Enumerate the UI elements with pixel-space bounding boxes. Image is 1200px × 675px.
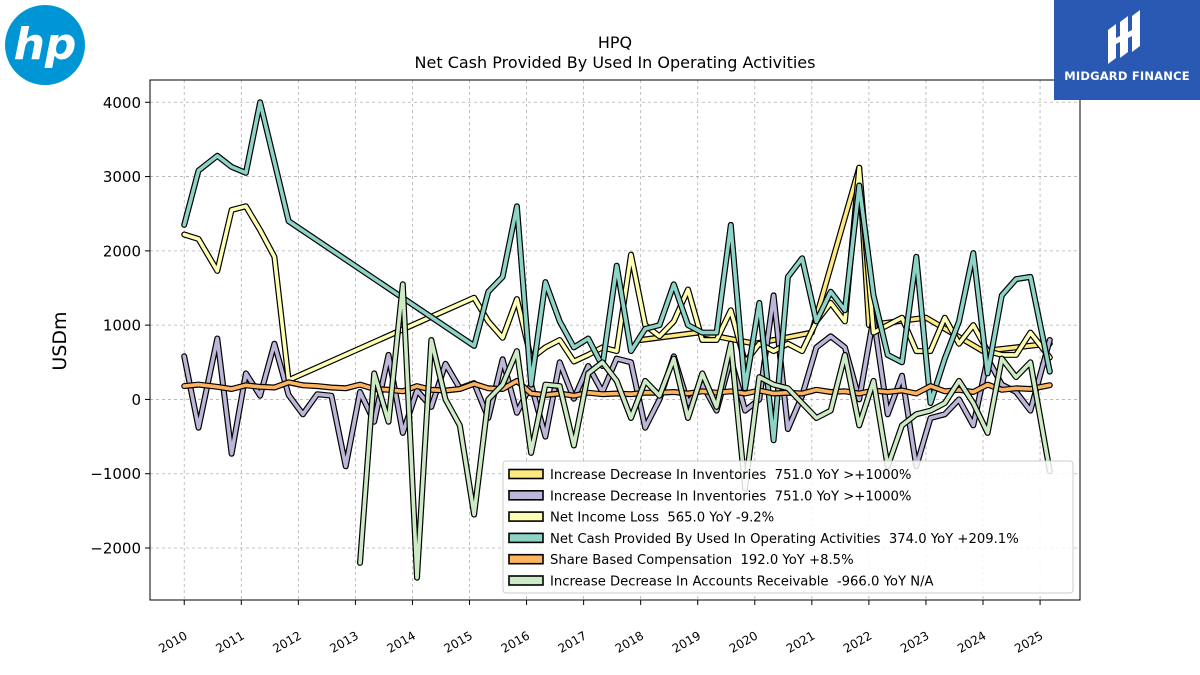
series-line-5 (358, 282, 1052, 580)
chart-subtitle: Net Cash Provided By Used In Operating A… (415, 53, 816, 72)
hp-logo-text: hp (14, 19, 77, 70)
series-line-4 (182, 379, 1052, 398)
legend-swatch-3 (508, 532, 544, 544)
y-tick-label: −1000 (90, 465, 141, 483)
y-tick-label: −2000 (90, 540, 141, 558)
x-tick-label: 2017 (556, 628, 589, 655)
legend-swatch-1 (508, 489, 544, 501)
x-tick-label: 2010 (156, 628, 189, 655)
chart-title: HPQ (598, 33, 632, 52)
y-tick-label: 1000 (103, 317, 141, 335)
x-tick-label: 2011 (213, 628, 246, 655)
legend-label-3: Net Cash Provided By Used In Operating A… (550, 532, 1019, 547)
x-tick-label: 2014 (384, 628, 417, 655)
y-tick-label: 3000 (103, 168, 141, 186)
legend-box (502, 460, 1074, 594)
series-line-1 (182, 293, 1052, 469)
y-tick-label: 4000 (103, 94, 141, 112)
x-tick-label: 2024 (955, 628, 988, 655)
legend-label-5: Increase Decrease In Accounts Receivable… (550, 575, 934, 590)
x-tick-label: 2012 (270, 628, 303, 655)
x-tick-label: 2021 (784, 628, 817, 655)
legend: Increase Decrease In Inventories 751.0 Y… (502, 460, 1074, 594)
series-line-2 (182, 165, 1052, 382)
legend-swatch-4 (508, 553, 544, 565)
x-tick-label: 2023 (898, 628, 931, 655)
midgard-finance-text: MIDGARD FINANCE (1064, 69, 1190, 83)
hp-logo: hp (5, 5, 85, 85)
legend-swatch-2 (508, 511, 544, 522)
y-tick-label: 0 (131, 391, 141, 409)
x-tick-label: 2016 (499, 628, 532, 655)
x-tick-label: 2020 (727, 628, 760, 655)
plot-area (149, 79, 1081, 601)
series-line-3 (182, 100, 1052, 443)
legend-label-0: Increase Decrease In Inventories 751.0 Y… (550, 468, 911, 483)
x-tick-label: 2013 (327, 628, 360, 655)
x-tick-label: 2015 (442, 628, 475, 655)
x-tick-label: 2018 (613, 628, 646, 655)
midgard-finance-logo: MIDGARD FINANCE (1054, 0, 1200, 100)
series-lines (181, 99, 1053, 581)
x-tick-label: 2019 (670, 628, 703, 655)
legend-swatch-0 (508, 468, 544, 480)
x-tick-label: 2025 (1012, 628, 1045, 655)
legend-label-1: Increase Decrease In Inventories 751.0 Y… (550, 489, 911, 504)
legend-label-2: Net Income Loss 565.0 YoY -9.2% (550, 511, 774, 526)
legend-label-4: Share Based Compensation 192.0 YoY +8.5% (550, 553, 854, 568)
hp-logo-circle (5, 5, 85, 85)
y-axis-label: USDm (49, 311, 71, 370)
legend-swatch-5 (508, 575, 544, 586)
midgard-mark-icon (1108, 10, 1140, 64)
y-tick-label: 2000 (103, 242, 141, 260)
x-tick-label: 2022 (841, 628, 874, 655)
